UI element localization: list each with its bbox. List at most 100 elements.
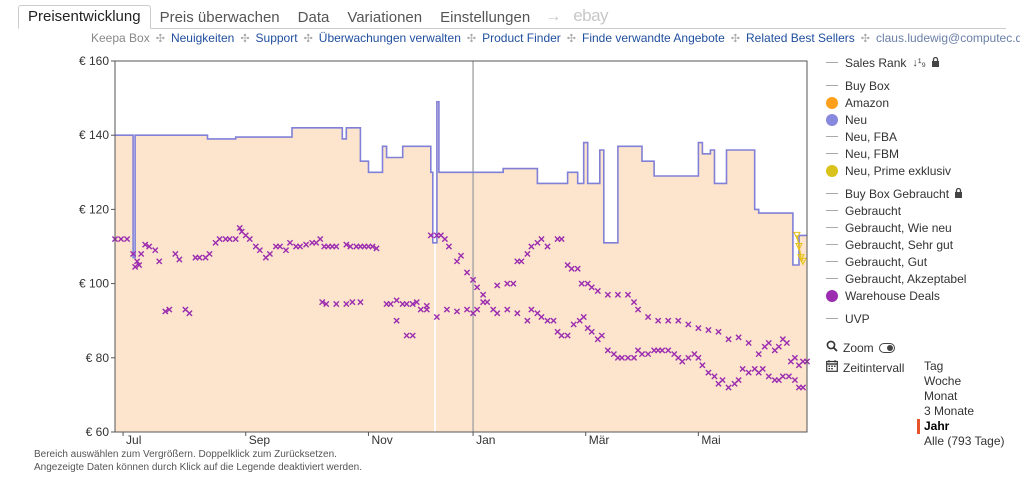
warehouse-deal-low-point [473,306,481,313]
warehouse-deal-point [494,282,501,289]
user-email-link[interactable]: claus.ludewig@computec.de [875,31,1020,45]
warehouse-deal-low-point [739,365,746,373]
legend-item-used-4[interactable]: Gebraucht, Akzeptabel [826,270,1016,287]
range-option-5[interactable]: Alle (793 Tage) [924,434,1005,448]
range-option-1[interactable]: Woche [924,374,962,388]
warehouse-deal-low-point [564,332,571,339]
warehouse-deal-point [138,250,145,258]
warehouse-deal-low-point [558,332,565,339]
warehouse-deal-point [614,291,622,298]
warehouse-deal-low-point [333,300,340,308]
warehouse-deal-point [246,235,253,243]
warehouse-deal-low-point [393,317,400,324]
warehouse-deal-point [296,243,304,250]
warehouse-deal-low-point [725,384,732,391]
link-ueberwachungen-verwalten[interactable]: Überwachungen verwalten [318,31,461,45]
link-related-best-sellers[interactable]: Related Best Sellers [746,31,855,45]
chart-tools: Zoom Zeitintervall [826,339,904,376]
warehouse-deal-low-point [544,317,551,324]
legend-item-new-0[interactable]: Buy Box [826,77,1016,94]
y-tick-label: € 80 [86,351,110,365]
legend-item-new-4[interactable]: Neu, FBM [826,145,1016,162]
warehouse-deal-point [558,235,565,243]
warehouse-deal-low-point [453,308,461,315]
legend-buy-box-used[interactable]: Buy Box Gebraucht [826,185,1016,202]
legend-item-new-1[interactable]: Amazon [826,94,1016,111]
plot-area[interactable] [111,61,811,433]
tab-preisentwicklung[interactable]: Preisentwicklung [18,5,151,29]
toggle-switch-icon[interactable] [878,342,895,353]
legend-item-used-5[interactable]: Warehouse Deals [826,287,1016,304]
warehouse-deal-low-point [759,365,766,373]
warehouse-deal-point [276,243,284,250]
warehouse-deal-point [117,235,125,243]
tab-variationen[interactable]: Variationen [347,9,423,26]
tab-ebay[interactable]: ebay [573,6,609,25]
y-tick-label: € 60 [86,425,110,439]
legend-item-used-2[interactable]: Gebraucht, Sehr gut [826,236,1016,253]
price-history-chart[interactable]: € 60 € 80 € 100 € 120 € 140 € 160 Jul Sep Nov Jan… [0,0,820,460]
warehouse-deal-point [134,258,141,265]
link-verwandte-angebote[interactable]: Finde verwandte Angebote [582,31,725,45]
line-marker [826,244,838,245]
calendar-icon [826,360,838,375]
range-option-0[interactable]: Tag [924,359,944,373]
warehouse-deal-point [317,235,324,243]
range-option-2[interactable]: Monat [924,389,958,403]
warehouse-deal-point [765,339,772,347]
warehouse-deal-low-point [785,373,792,380]
magnifier-icon [826,340,838,355]
warehouse-deal-low-point [644,350,652,358]
sub-navigation: Keepa Box ✣ Neuigkeiten ✣ Support ✣ Über… [91,31,1020,45]
help-text: Bereich auswählen zum Vergrößern. Doppel… [34,449,362,474]
legend-item-used-0[interactable]: Gebraucht [826,202,1016,219]
separator-icon: ✣ [240,32,250,45]
tab-einstellungen[interactable]: Einstellungen [440,9,531,26]
tab-preis-ueberwachen[interactable]: Preis überwachen [159,9,280,26]
warehouse-deal-point [130,250,137,258]
warehouse-deal-point [469,276,477,283]
warehouse-deal-point [343,241,350,248]
link-support[interactable]: Support [255,31,298,45]
prime-exclusive-point [793,231,801,240]
interval-label: Zeitintervall [843,360,905,375]
zoom-toggle[interactable]: Zoom [826,339,904,356]
warehouse-deal-point [695,325,702,332]
warehouse-deal-low-point [618,354,626,361]
keepa-box-label: Keepa Box [91,31,150,45]
warehouse-deal-low-point [343,300,350,308]
legend-sales-rank[interactable]: Sales Rank ↓¹₉ [826,54,1016,71]
legend-item-new-5[interactable]: Neu, Prime exklusiv [826,162,1016,179]
warehouse-deal-point [232,235,239,243]
warehouse-deal-low-point [538,313,545,321]
legend-item-new-2[interactable]: Neu [826,111,1016,128]
y-tick-label: € 120 [79,202,109,216]
legend-item-new-3[interactable]: Neu, FBA [826,128,1016,145]
warehouse-deal-low-point [409,332,416,339]
warehouse-deal-low-point [403,332,410,339]
x-tick-label: Sep [249,433,271,447]
line-marker [826,193,838,194]
tab-data[interactable]: Data [297,9,330,26]
warehouse-deal-point [725,336,732,343]
sort-order-icon: ↓¹₉ [912,56,926,69]
separator-icon: ✣ [730,32,741,45]
link-product-finder[interactable]: Product Finder [482,31,561,45]
range-option-4[interactable]: Jahr [917,419,1005,434]
legend-label: Gebraucht [845,203,902,218]
legend-item-used-1[interactable]: Gebraucht, Wie neu [826,219,1016,236]
warehouse-deal-point [226,235,233,243]
warehouse-deal-point [685,321,692,328]
range-option-3[interactable]: 3 Monate [924,404,975,418]
warehouse-deal-low-point [494,310,501,317]
legend-item-used-3[interactable]: Gebraucht, Gut [826,253,1016,270]
x-tick-label: Nov [371,433,392,447]
link-neuigkeiten[interactable]: Neuigkeiten [170,31,235,45]
legend-uvp[interactable]: UVP [826,310,1016,327]
warehouse-deal-point [369,243,376,250]
tab-divider [18,28,1006,29]
time-interval-label: Zeitintervall [826,359,904,376]
warehouse-deal-low-point [719,376,726,384]
warehouse-deal-low-point [779,373,786,380]
lock-icon [931,56,940,70]
